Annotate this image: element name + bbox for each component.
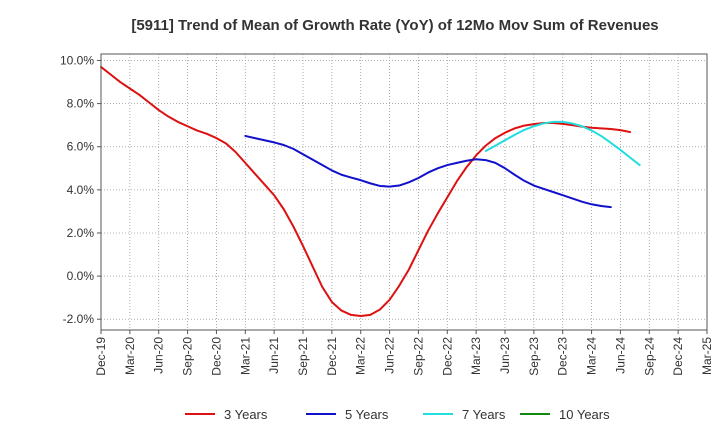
x-axis: Dec-19 Mar-20 Jun-20 Sep-20 Dec-20 Mar-21 Jun-… <box>94 330 714 376</box>
y-tick-label: 10.0% <box>60 53 94 67</box>
x-tick-label: Dec-22 <box>440 337 454 376</box>
x-tick-label: Dec-24 <box>671 337 685 376</box>
x-tick-label: Mar-21 <box>238 337 252 375</box>
x-tick-label: Sep-22 <box>411 337 425 376</box>
x-tick-label: Dec-20 <box>209 337 223 376</box>
series-lines <box>100 65 641 317</box>
y-tick-label: 8.0% <box>67 97 95 111</box>
series-line-5-years <box>244 134 612 209</box>
x-tick-label: Jun-20 <box>152 337 166 374</box>
y-tick-label: 2.0% <box>67 226 95 240</box>
plot-frame <box>100 53 708 331</box>
x-tick-label: Jun-23 <box>498 337 512 374</box>
grid <box>100 54 708 330</box>
chart-title: [5911] Trend of Mean of Growth Rate (YoY… <box>131 17 658 34</box>
y-tick-label: 6.0% <box>67 140 95 154</box>
x-tick-label: Dec-23 <box>556 337 570 376</box>
x-tick-label: Jun-24 <box>613 337 627 374</box>
x-tick-label: Sep-23 <box>527 337 541 376</box>
legend-label: 10 Years <box>559 407 610 422</box>
legend-label: 5 Years <box>345 407 389 422</box>
x-tick-label: Mar-22 <box>354 337 368 375</box>
x-tick-label: Mar-25 <box>700 337 714 375</box>
x-tick-label: Mar-20 <box>123 337 137 375</box>
y-tick-label: -2.0% <box>63 312 95 326</box>
x-tick-label: Dec-21 <box>325 337 339 376</box>
legend-label: 7 Years <box>462 407 506 422</box>
x-tick-label: Mar-23 <box>469 337 483 375</box>
y-tick-label: 0.0% <box>67 269 95 283</box>
x-tick-label: Sep-24 <box>642 337 656 376</box>
x-tick-label: Jun-21 <box>267 337 281 374</box>
x-tick-label: Sep-20 <box>181 337 195 376</box>
y-axis: 10.0% 8.0% 6.0% 4.0% 2.0% 0.0% -2.0% <box>60 53 101 326</box>
x-tick-label: Jun-22 <box>383 337 397 374</box>
x-tick-label: Dec-19 <box>94 337 108 376</box>
x-tick-label: Mar-24 <box>585 337 599 375</box>
x-tick-label: Sep-21 <box>296 337 310 376</box>
series-line-7-years <box>484 120 641 167</box>
legend-label: 3 Years <box>224 407 268 422</box>
y-tick-label: 4.0% <box>67 183 95 197</box>
legend: 3 Years 5 Years 7 Years 10 Years <box>185 407 610 422</box>
